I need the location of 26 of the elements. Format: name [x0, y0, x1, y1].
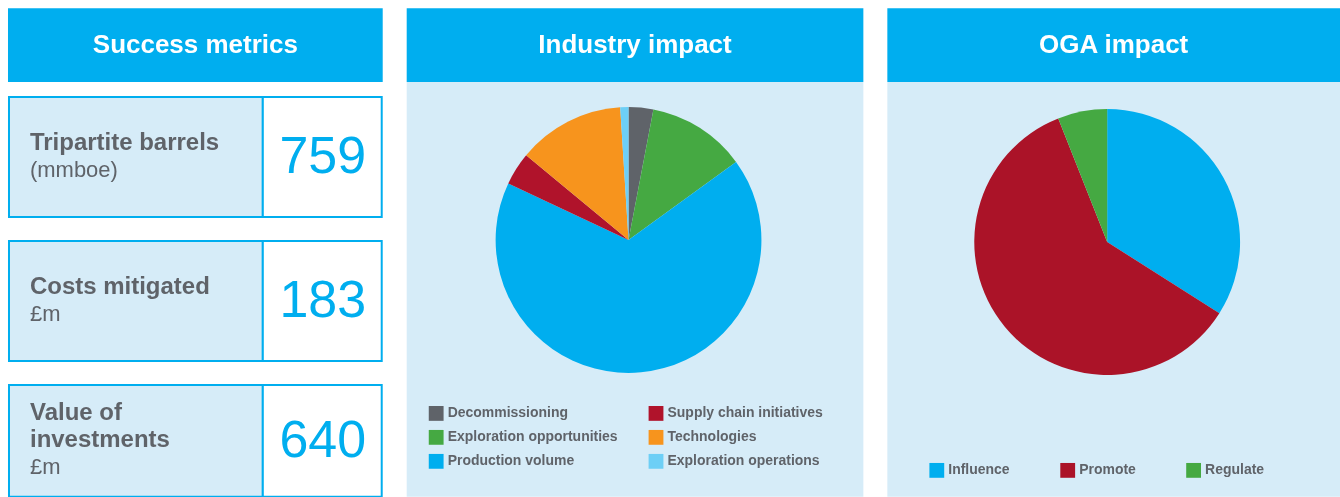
pie-slice — [628, 109, 737, 241]
pie-slice — [620, 107, 629, 241]
legend-label: Promote — [1079, 461, 1137, 478]
legend-label: Supply chain initiatives — [667, 404, 823, 421]
legend-label: Exploration opportunities — [447, 428, 618, 445]
legend-label: Regulate — [1205, 461, 1265, 478]
data-label: 640 — [279, 409, 367, 468]
category-label: Tripartite barrels (mmboe) — [29, 128, 220, 183]
pie-slice — [974, 118, 1220, 375]
pie-slice — [508, 155, 629, 241]
text: Success metrics — [92, 29, 298, 60]
legend-label: Influence — [948, 461, 1010, 478]
legend-label: Production volume — [447, 452, 575, 469]
data-label: 759 — [279, 126, 367, 185]
pie-slice — [526, 107, 629, 241]
data-label: 183 — [279, 269, 367, 328]
pie-slice — [495, 161, 762, 373]
chart-title: Industry impact — [538, 29, 733, 60]
legend-label: Technologies — [667, 428, 757, 445]
pie-slice — [1107, 109, 1240, 314]
category-label: Value of investments £m — [29, 398, 170, 480]
pie-slice — [1058, 109, 1108, 243]
legend-label: Exploration operations — [667, 452, 820, 469]
legend-label: Decommissioning — [447, 404, 568, 421]
category-label: Costs mitigated £m — [29, 271, 210, 326]
chart-title: OGA impact — [1039, 29, 1189, 60]
